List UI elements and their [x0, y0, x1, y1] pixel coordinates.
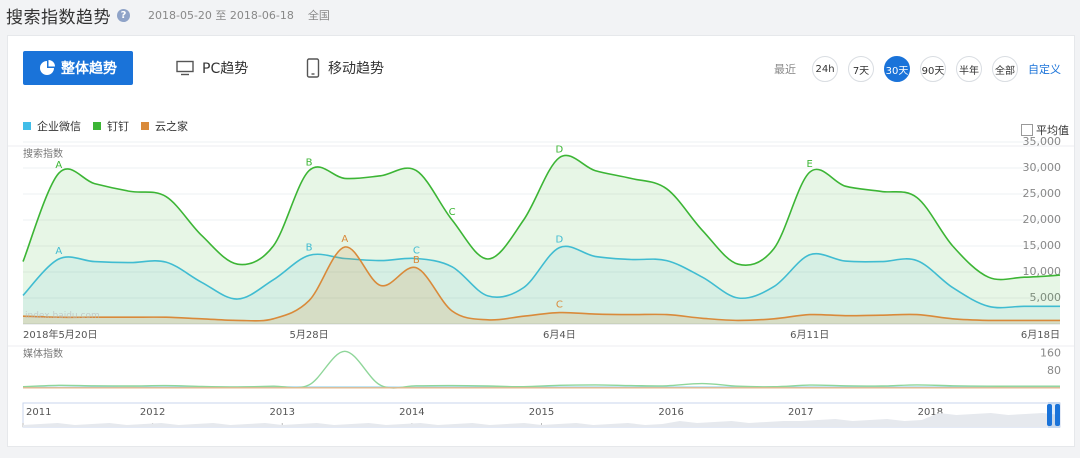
media-y-tick-label: 160 [1040, 346, 1061, 359]
legend-label: 云之家 [155, 120, 188, 133]
series-area [23, 155, 1060, 324]
event-marker-label: C [413, 245, 420, 256]
x-tick-label: 6月11日 [790, 329, 829, 341]
custom-range-link[interactable]: 自定义 [1028, 63, 1061, 76]
timeline-year-label: 2013 [270, 407, 295, 418]
event-marker-label: D [556, 145, 564, 156]
y-tick-label: 30,000 [1023, 161, 1062, 174]
event-marker-label: B [306, 158, 313, 169]
timeline-handle-right [1055, 404, 1060, 426]
timeline-overview-area [23, 413, 1060, 427]
tab-mobile-label: 移动趋势 [328, 61, 384, 77]
event-marker-label: D [556, 235, 564, 246]
average-toggle[interactable]: 平均值 [1021, 122, 1069, 138]
title-bar: 搜索指数趋势 ? 2018-05-20 至 2018-06-18 全国 [0, 0, 1080, 30]
timeline-handle-left [1047, 404, 1052, 426]
y-tick-label: 25,000 [1023, 187, 1062, 200]
y-tick-label: 10,000 [1023, 265, 1062, 278]
tab-pc-trend[interactable]: PC趋势 [176, 51, 248, 85]
range-90d-button[interactable]: 90天 [920, 56, 946, 82]
legend-item-yunzhijia[interactable]: 云之家 [141, 118, 188, 134]
trend-panel: 整体趋势 PC趋势 移动趋势 最近 24h 7天 30天 90天 半年 全部 自… [7, 35, 1075, 447]
event-marker-label: A [55, 246, 62, 257]
range-30d-button[interactable]: 30天 [884, 56, 910, 82]
x-tick-label: 6月18日 [1021, 329, 1060, 341]
series-line [22, 245, 1060, 309]
y-tick-label: 35,000 [1023, 135, 1062, 148]
event-marker-label: E [807, 159, 813, 170]
series-line [22, 246, 1060, 322]
timeline-year-label: 2015 [529, 407, 554, 418]
timeline-year-label: 2012 [140, 407, 165, 418]
range-all-button[interactable]: 全部 [992, 56, 1018, 82]
event-marker-label: B [413, 255, 420, 266]
legend-swatch [141, 122, 149, 130]
legend-label: 企业微信 [37, 120, 81, 133]
media-y-tick-label: 80 [1047, 364, 1061, 377]
x-tick-label: 2018年5月20日 [23, 328, 98, 341]
average-label: 平均值 [1036, 124, 1069, 137]
event-marker-label: B [306, 242, 313, 253]
timeline-year-label: 2011 [26, 407, 51, 418]
mobile-icon [306, 58, 320, 78]
timeline-year-label: 2016 [658, 407, 683, 418]
event-marker-label: C [449, 207, 456, 218]
tab-mobile-trend[interactable]: 移动趋势 [306, 51, 384, 85]
legend-item-dingtalk[interactable]: 钉钉 [93, 118, 129, 134]
average-checkbox[interactable] [1021, 124, 1033, 136]
timeline-year-label: 2018 [918, 407, 943, 418]
legend-label: 钉钉 [107, 120, 129, 133]
pie-chart-icon [40, 60, 55, 75]
tab-pc-label: PC趋势 [202, 61, 249, 77]
trend-charts: 搜索指数 5,000 10,000 15,000 20,000 25,000 30,000 3… [8, 135, 1074, 428]
legend-swatch [93, 122, 101, 130]
media-series-line [22, 350, 1060, 389]
monitor-icon [176, 60, 194, 76]
legend-item-wework[interactable]: 企业微信 [23, 118, 81, 134]
range-7d-button[interactable]: 7天 [848, 56, 874, 82]
timeline-year-label: 2014 [399, 407, 424, 418]
tab-overall-label: 整体趋势 [61, 61, 117, 77]
page-title: 搜索指数趋势 [6, 7, 111, 28]
y-tick-label: 5,000 [1030, 291, 1062, 304]
x-tick-label: 6月4日 [543, 329, 576, 341]
legend-swatch [23, 122, 31, 130]
region: 全国 [307, 9, 330, 22]
series-area [23, 246, 1060, 324]
date-range: 2018-05-20 至 2018-06-18 [148, 9, 294, 22]
series-line [22, 154, 1061, 281]
range-label: 最近 [774, 63, 796, 76]
event-marker-label: A [55, 160, 62, 171]
watermark-text: index.baidu.com [25, 311, 100, 321]
timeline-year-label: 2017 [788, 407, 813, 418]
tab-overall-trend[interactable]: 整体趋势 [23, 51, 133, 85]
question-circle-icon[interactable]: ? [117, 8, 130, 22]
range-24h-button[interactable]: 24h [812, 56, 838, 82]
y-tick-label: 20,000 [1023, 213, 1062, 226]
event-marker-label: A [341, 234, 348, 245]
legend: 企业微信 钉钉 云之家 [23, 118, 200, 134]
media-index-title: 媒体指数 [23, 347, 63, 360]
y-tick-label: 15,000 [1023, 239, 1062, 252]
search-index-title: 搜索指数 [23, 147, 63, 160]
x-tick-label: 5月28日 [290, 329, 329, 341]
range-half-year-button[interactable]: 半年 [956, 56, 982, 82]
event-marker-label: C [556, 300, 563, 311]
